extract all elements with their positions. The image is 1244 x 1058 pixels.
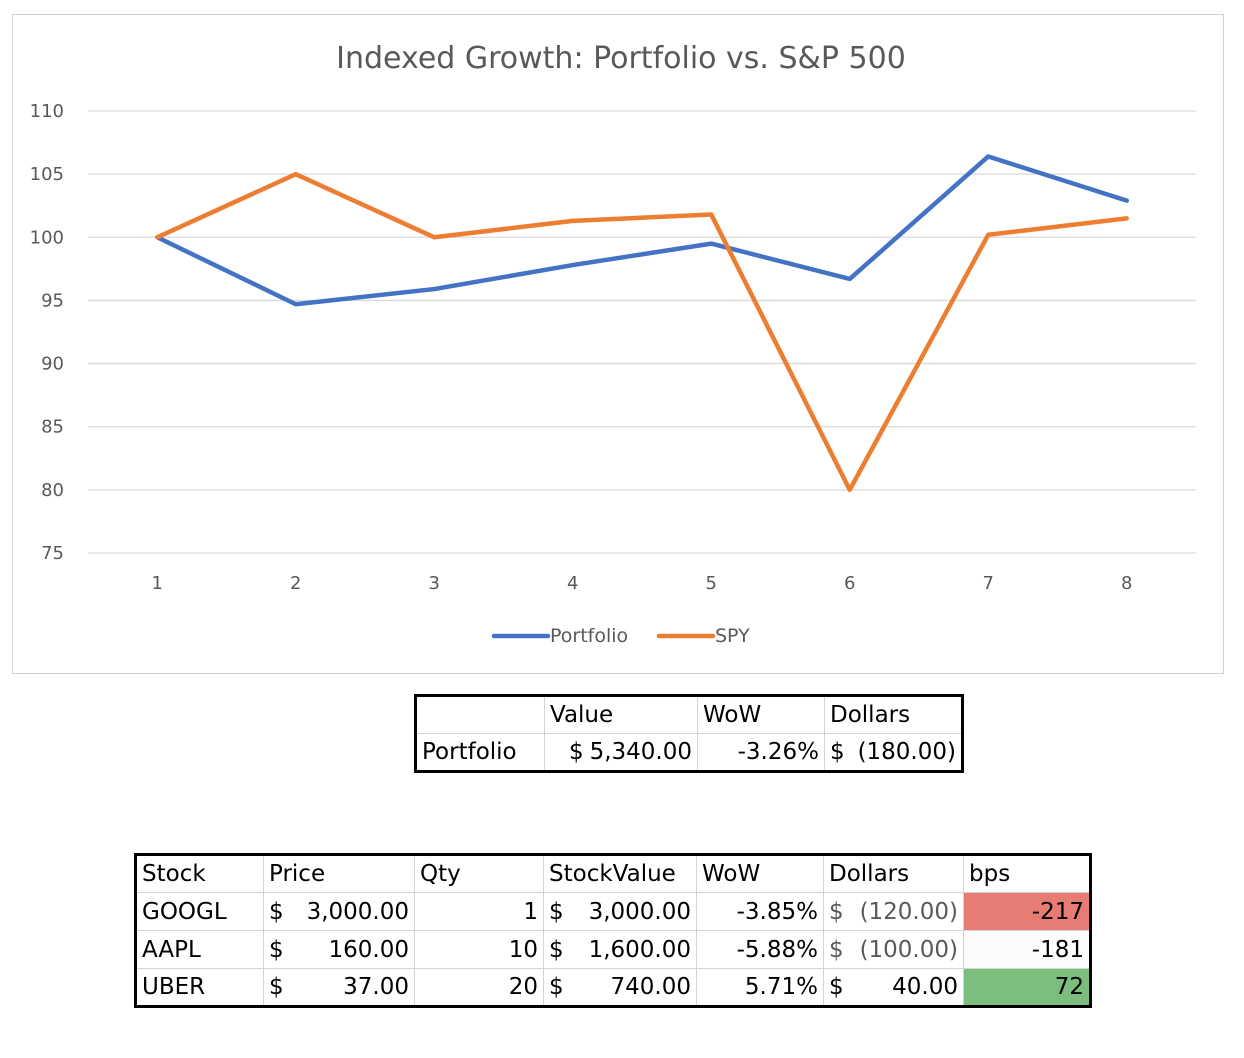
x-tick-label: 8 bbox=[1121, 573, 1132, 594]
currency-symbol: $ bbox=[830, 739, 845, 765]
currency-symbol: $ bbox=[829, 974, 844, 1000]
header-bps: bps bbox=[963, 854, 1091, 893]
legend-label-portfolio: Portfolio bbox=[550, 625, 628, 647]
currency-symbol: $ bbox=[568, 739, 584, 765]
summary-value-cell: $ 5,340.00 bbox=[544, 733, 698, 772]
portfolio-summary-table: Value WoW Dollars Portfolio $ 5,340.00 -… bbox=[414, 694, 964, 773]
wow-cell: -5.88% bbox=[696, 930, 824, 969]
currency-symbol: $ bbox=[829, 936, 844, 963]
y-tick-label: 110 bbox=[30, 101, 64, 122]
price-value: 160.00 bbox=[328, 936, 409, 963]
header-stockvalue: StockValue bbox=[543, 854, 697, 893]
x-tick-label: 1 bbox=[152, 573, 163, 594]
summary-header-wow: WoW bbox=[697, 695, 825, 734]
currency-symbol: $ bbox=[269, 936, 284, 963]
y-tick-label: 85 bbox=[41, 417, 64, 438]
summary-dollars-cell: $ (180.00) bbox=[825, 734, 963, 772]
dollars-value: (120.00) bbox=[859, 898, 958, 925]
line-chart: Indexed Growth: Portfolio vs. S&P 500 11… bbox=[30, 41, 1196, 647]
x-tick-label: 4 bbox=[567, 573, 578, 594]
stockvalue-cell: $1,600.00 bbox=[543, 930, 697, 969]
currency-symbol: $ bbox=[549, 974, 564, 1000]
summary-header-blank bbox=[415, 695, 545, 734]
price-value: 3,000.00 bbox=[306, 898, 409, 925]
legend-label-spy: SPY bbox=[715, 625, 750, 647]
stock-ticker: GOOGL bbox=[135, 892, 264, 931]
header-stock: Stock bbox=[135, 854, 264, 893]
price-cell: $160.00 bbox=[263, 930, 415, 969]
x-tick-label: 7 bbox=[983, 573, 994, 594]
y-tick-label: 75 bbox=[41, 543, 64, 564]
stock-ticker: AAPL bbox=[135, 930, 264, 969]
summary-wow: -3.26% bbox=[697, 733, 825, 772]
dollars-cell: $ (120.00) bbox=[823, 892, 964, 931]
x-axis-ticks: 1 2 3 4 5 6 7 8 bbox=[152, 573, 1133, 594]
dollars-value: 40.00 bbox=[892, 974, 958, 1000]
price-cell: $3,000.00 bbox=[263, 892, 415, 931]
summary-value: 5,340.00 bbox=[589, 739, 692, 765]
price-value: 37.00 bbox=[343, 974, 409, 1000]
y-tick-label: 100 bbox=[30, 227, 64, 248]
y-tick-label: 95 bbox=[41, 290, 64, 311]
x-tick-label: 6 bbox=[844, 573, 855, 594]
table-row: AAPL $160.00 10 $1,600.00 -5.88% $ (100.0… bbox=[135, 930, 1091, 969]
stock-header-row: Stock Price Qty StockValue WoW Dollars b… bbox=[135, 854, 1091, 893]
dollars-cell: $ (100.00) bbox=[823, 930, 964, 969]
qty-cell: 20 bbox=[414, 968, 544, 1007]
summary-label: Portfolio bbox=[415, 733, 545, 772]
y-axis-ticks: 110 105 100 95 90 85 80 75 bbox=[30, 101, 64, 564]
stockvalue-value: 1,600.00 bbox=[588, 936, 691, 963]
dollars-cell: $40.00 bbox=[823, 968, 964, 1007]
y-tick-label: 80 bbox=[41, 480, 64, 501]
stock-ticker: UBER bbox=[135, 968, 264, 1007]
legend: Portfolio SPY bbox=[491, 625, 750, 647]
x-tick-label: 5 bbox=[706, 573, 717, 594]
currency-symbol: $ bbox=[829, 898, 844, 925]
currency-symbol: $ bbox=[549, 898, 564, 925]
stockvalue-cell: $740.00 bbox=[543, 968, 697, 1007]
wow-cell: 5.71% bbox=[696, 968, 824, 1007]
bps-cell: -181 bbox=[963, 930, 1091, 969]
chart-area: Indexed Growth: Portfolio vs. S&P 500 11… bbox=[12, 14, 1224, 674]
table-row: UBER $37.00 20 $740.00 5.71% $40.00 72 bbox=[135, 968, 1091, 1007]
x-tick-label: 2 bbox=[290, 573, 301, 594]
stock-holdings-table: Stock Price Qty StockValue WoW Dollars b… bbox=[134, 853, 1092, 1008]
summary-header-value: Value bbox=[544, 695, 698, 734]
price-cell: $37.00 bbox=[263, 968, 415, 1007]
header-wow: WoW bbox=[696, 854, 824, 893]
bps-cell: -217 bbox=[963, 892, 1091, 931]
qty-cell: 1 bbox=[414, 892, 544, 931]
series-lines bbox=[155, 154, 1129, 493]
stockvalue-value: 740.00 bbox=[610, 974, 691, 1000]
wow-cell: -3.85% bbox=[696, 892, 824, 931]
currency-symbol: $ bbox=[549, 936, 564, 963]
bps-cell: 72 bbox=[963, 968, 1091, 1007]
table-row: GOOGL $3,000.00 1 $3,000.00 -3.85% $ (120… bbox=[135, 892, 1091, 931]
header-dollars: Dollars bbox=[823, 854, 964, 893]
series-line-spy bbox=[155, 171, 1129, 493]
y-tick-label: 90 bbox=[41, 354, 64, 375]
header-price: Price bbox=[263, 854, 415, 893]
summary-row: Portfolio $ 5,340.00 -3.26% $ (180.00) bbox=[415, 733, 963, 772]
x-tick-label: 3 bbox=[429, 573, 440, 594]
header-qty: Qty bbox=[414, 854, 544, 893]
y-tick-label: 105 bbox=[30, 164, 64, 185]
currency-symbol: $ bbox=[269, 974, 284, 1000]
stockvalue-value: 3,000.00 bbox=[588, 898, 691, 925]
stockvalue-cell: $3,000.00 bbox=[543, 892, 697, 931]
summary-header-dollars: Dollars bbox=[824, 695, 963, 734]
series-line-portfolio bbox=[155, 154, 1129, 307]
gridlines bbox=[88, 110, 1196, 554]
dollars-value: (100.00) bbox=[859, 936, 958, 963]
summary-header-row: Value WoW Dollars bbox=[415, 695, 963, 734]
summary-dollars: (180.00) bbox=[857, 739, 956, 765]
currency-symbol: $ bbox=[269, 898, 284, 925]
chart-title: Indexed Growth: Portfolio vs. S&P 500 bbox=[336, 41, 906, 76]
qty-cell: 10 bbox=[414, 930, 544, 969]
